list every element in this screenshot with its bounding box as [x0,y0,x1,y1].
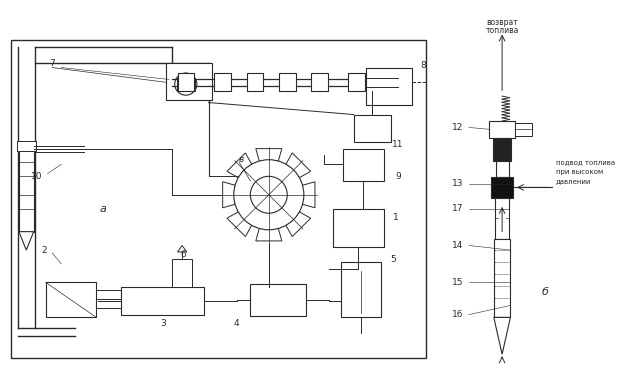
Polygon shape [302,182,315,208]
Bar [489,121,515,137]
Text: 15: 15 [452,278,463,287]
Text: 5: 5 [391,255,396,264]
Bar [495,161,508,177]
Text: 1: 1 [393,214,399,222]
Text: топлива: топлива [486,26,519,35]
Polygon shape [223,182,235,208]
Polygon shape [227,212,252,237]
Circle shape [251,176,288,213]
Text: 8: 8 [421,61,426,70]
Bar [172,259,193,287]
Bar [176,78,195,91]
Bar [214,73,231,91]
Polygon shape [256,228,282,241]
Bar [493,137,511,161]
Text: в: в [239,155,244,164]
Polygon shape [256,149,282,161]
Polygon shape [227,153,252,178]
Text: 3: 3 [160,319,165,328]
Bar [247,73,263,91]
Text: подвод топлива: подвод топлива [555,159,615,166]
Text: возврат: возврат [486,18,518,27]
Bar [122,287,204,314]
Polygon shape [286,212,310,237]
Text: 14: 14 [452,241,463,250]
Bar [515,123,532,136]
Text: б: б [542,286,549,296]
Bar [495,197,510,239]
Bar [342,149,384,181]
Bar [311,73,328,91]
Circle shape [234,160,304,230]
Text: 2: 2 [41,246,47,255]
Bar [366,68,412,105]
Bar [494,239,510,318]
Text: 6: 6 [180,250,186,259]
Bar [333,209,384,247]
Text: 12: 12 [452,123,463,132]
Bar [279,73,296,91]
Bar [17,141,36,151]
Text: 16: 16 [452,310,463,319]
Bar [348,73,365,91]
Text: а: а [99,204,106,214]
Text: 7: 7 [49,59,55,68]
Polygon shape [494,318,510,354]
Circle shape [175,73,197,95]
Text: 13: 13 [452,179,463,188]
Text: 10: 10 [31,172,42,181]
Text: 4: 4 [234,319,239,328]
Bar [354,114,391,142]
Polygon shape [178,245,187,252]
Bar [491,177,513,197]
Bar [251,284,305,316]
Bar [10,40,426,358]
Bar [165,63,212,100]
Polygon shape [19,232,34,250]
Bar [46,282,96,318]
Text: давлении: давлении [555,178,591,184]
Polygon shape [286,153,310,178]
Bar [341,262,381,318]
Bar [178,73,194,91]
Text: 9: 9 [395,172,401,181]
Text: 17: 17 [452,204,463,213]
Bar [19,149,34,232]
Text: 11: 11 [392,139,404,149]
Text: при высоком: при высоком [555,169,603,175]
